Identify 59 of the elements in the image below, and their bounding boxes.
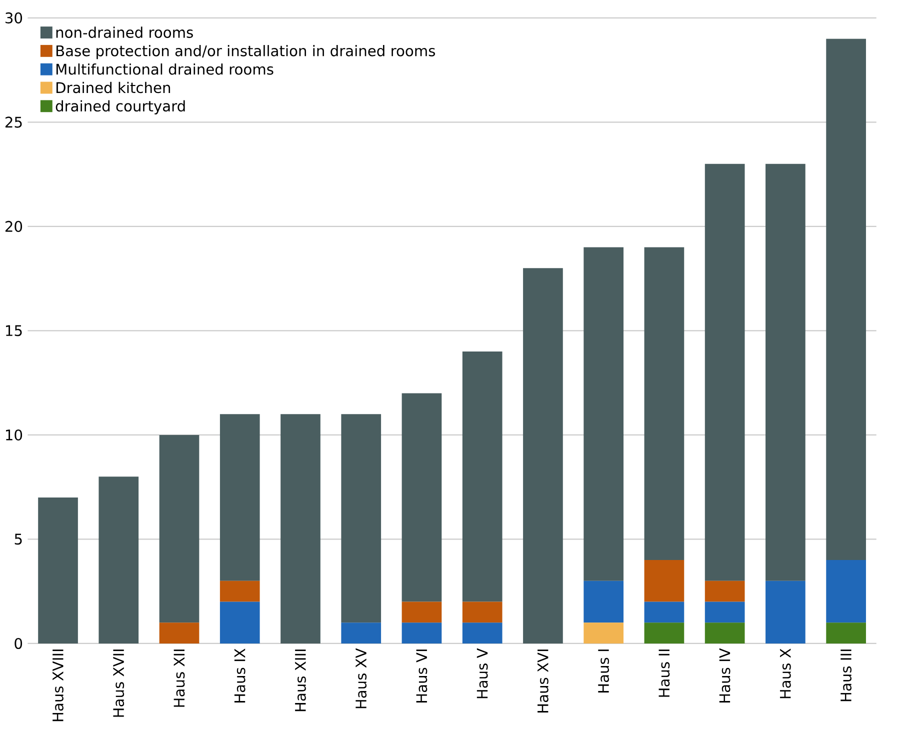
bar — [341, 414, 382, 623]
bar — [220, 602, 260, 644]
bar — [38, 497, 78, 644]
bar — [644, 602, 684, 623]
bar — [523, 268, 563, 644]
bar — [462, 602, 502, 623]
bar — [402, 393, 442, 602]
bar — [704, 164, 745, 581]
x-tick-label: Haus II — [658, 650, 670, 697]
legend-label: drained courtyard — [56, 100, 185, 114]
bar — [704, 622, 745, 644]
x-tick-label: Haus XVI — [538, 650, 548, 712]
y-tick-label: 10 — [6, 429, 22, 440]
x-tick-label: Haus XV — [356, 648, 367, 708]
x-tick-label: Haus IX — [234, 648, 246, 702]
bar — [402, 602, 442, 623]
bar — [826, 38, 866, 560]
x-tick-label: Haus XVIII — [52, 650, 64, 722]
bar — [584, 247, 624, 581]
legend-label: Multifunctional drained rooms — [56, 63, 274, 75]
bar — [462, 622, 502, 644]
bar — [462, 352, 502, 602]
y-tick-label: 30 — [6, 12, 22, 24]
bar — [280, 414, 320, 644]
bar — [159, 622, 200, 644]
bar — [826, 560, 866, 623]
bar — [159, 434, 200, 623]
x-tick-label: Haus I — [598, 650, 610, 692]
bar — [644, 247, 684, 560]
y-tick-label: 5 — [14, 534, 22, 545]
x-tick-label: Haus X — [780, 648, 791, 698]
x-tick-label: Haus XVII — [113, 650, 124, 717]
x-tick-label: Haus III — [840, 650, 852, 702]
legend-label: non-drained rooms — [56, 26, 193, 38]
bar — [584, 622, 624, 644]
x-tick-label: Haus V — [476, 648, 488, 698]
bar — [766, 580, 806, 644]
bar — [766, 164, 806, 581]
x-tick-label: Haus IV — [719, 648, 730, 702]
x-tick-label: Haus VI — [416, 650, 428, 702]
bar — [826, 622, 866, 644]
legend-label: Drained kitchen — [56, 82, 170, 94]
x-tick-label: Haus XIII — [295, 650, 306, 712]
bar — [644, 560, 684, 602]
bar — [704, 580, 745, 602]
bar — [644, 622, 684, 644]
y-tick-label: 20 — [5, 220, 22, 232]
x-tick-label: Haus XII — [174, 650, 185, 707]
bar — [98, 476, 139, 644]
bar — [704, 602, 745, 623]
y-tick-label: 15 — [6, 325, 22, 336]
y-tick-label: 0 — [14, 638, 22, 649]
y-tick-label: 25 — [5, 116, 22, 128]
bar — [341, 622, 382, 644]
bar — [220, 580, 260, 602]
bar — [220, 414, 260, 581]
bar — [584, 580, 624, 623]
bar — [402, 622, 442, 644]
legend-label: Base protection and/or installation in drained rooms — [56, 44, 436, 60]
